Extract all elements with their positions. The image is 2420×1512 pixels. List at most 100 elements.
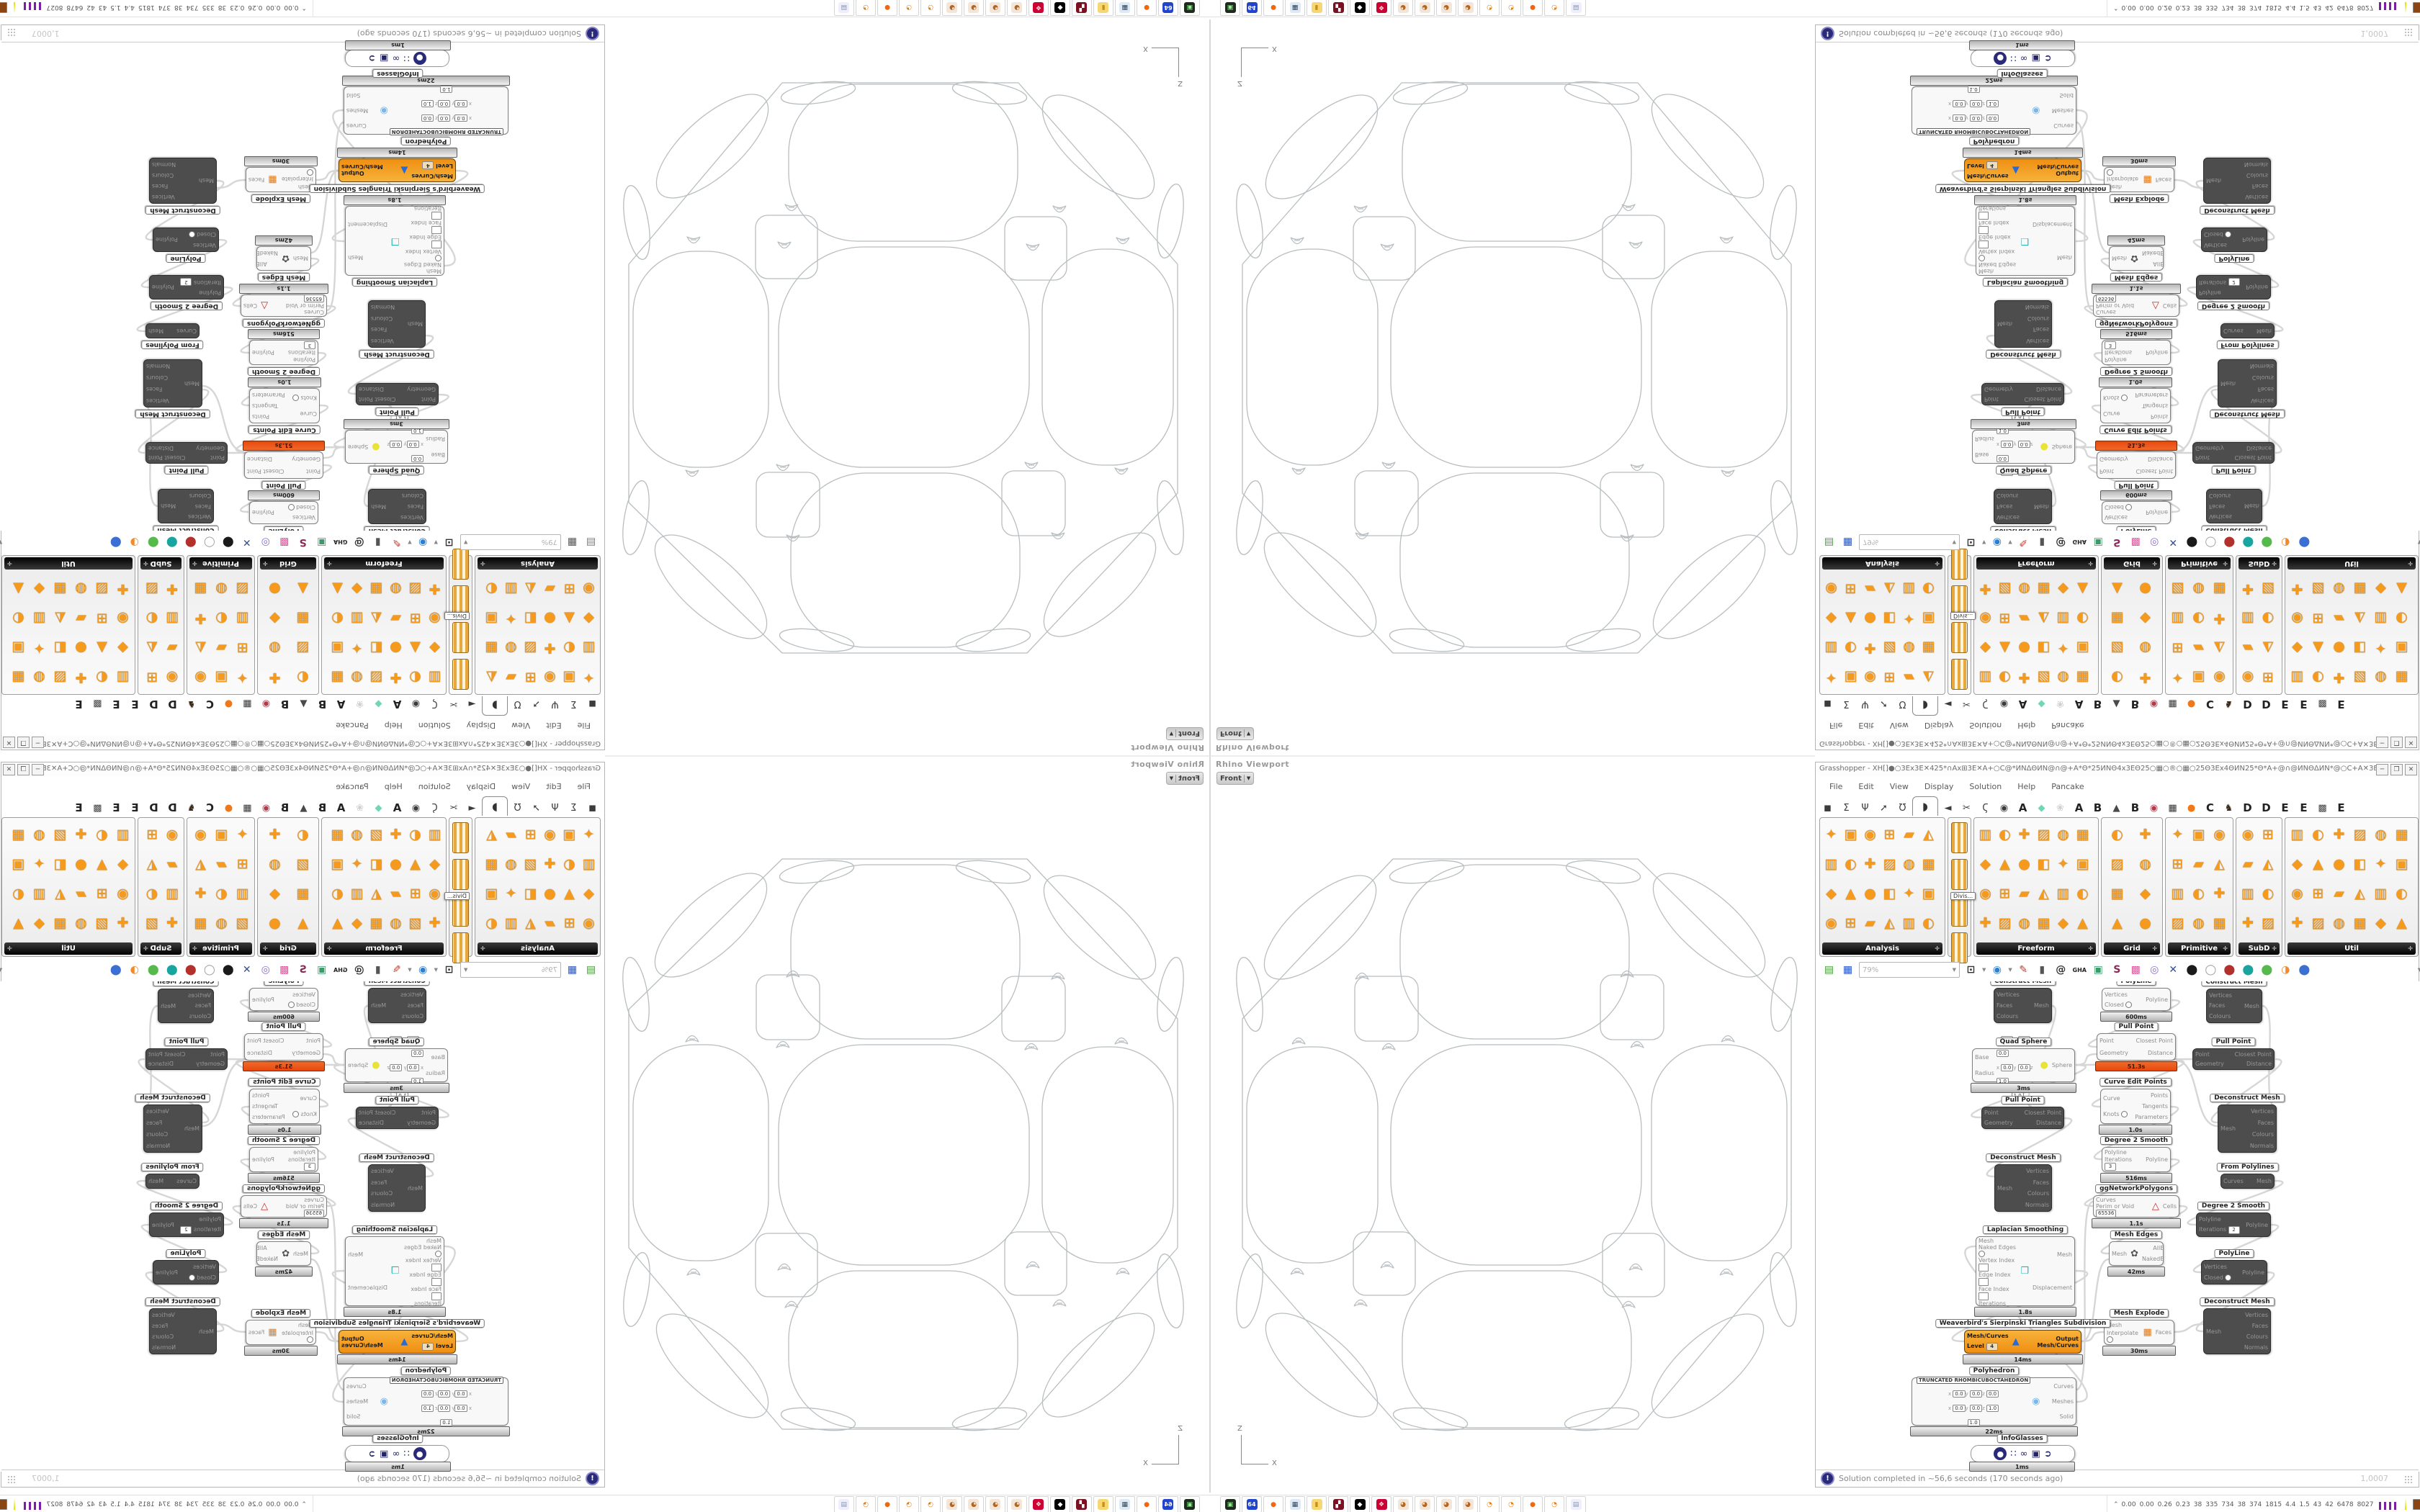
component-icon[interactable]: ▣ [1844, 826, 1857, 842]
taskbar-icon-drive[interactable]: ▣ [1180, 1496, 1200, 1512]
component-icon[interactable]: ✦ [1903, 885, 1915, 901]
ribbon-tab-surface-selected[interactable]: ◗ [482, 696, 508, 716]
gh-node-degree-2-smooth-r[interactable]: Polyline Iterations 2 Polyline [149, 275, 224, 300]
component-icon[interactable]: ◉ [194, 826, 207, 842]
component-icon[interactable]: ◧ [524, 885, 537, 901]
component-icon[interactable]: ● [544, 611, 556, 627]
ribbon-tab-c[interactable]: C [206, 801, 215, 814]
pink-package-icon[interactable]: ▩ [2130, 964, 2141, 976]
gh-node-mesh-explode[interactable]: Mesh Interpolate ▦ Faces [2104, 1320, 2174, 1345]
component-icon[interactable]: ▨ [296, 855, 310, 872]
gh-node-deconstruct-mesh-l[interactable]: Mesh Vertices Faces Colours Normals [368, 1164, 426, 1212]
node-canvas[interactable]: Construct Mesh Vertices Faces Colours Mesh Po… [1816, 981, 2420, 1472]
canvas-zoom-input[interactable]: 79% ▼ [460, 534, 561, 550]
component-icon[interactable]: ◍ [1903, 640, 1915, 657]
gh-node-deconstruct-mesh-r2[interactable]: Mesh Vertices Faces Colours Normals [2203, 158, 2271, 204]
sketch-pen-icon[interactable]: ✎ [392, 536, 401, 548]
component-icon[interactable] [452, 622, 469, 653]
component-icon[interactable]: ▥ [428, 826, 442, 842]
component-icon[interactable]: ◍ [2018, 914, 2030, 931]
component-icon[interactable]: ◍ [2139, 855, 2151, 872]
ink-outline-icon[interactable]: ◯ [203, 964, 215, 976]
component-icon[interactable]: ✚ [1979, 581, 1991, 598]
component-icon[interactable]: ✚ [2291, 914, 2303, 931]
taskbar-icon-notepad[interactable]: ▤ [834, 0, 854, 16]
ink-black-icon[interactable]: ⬤ [222, 964, 234, 976]
component-icon[interactable]: ⊞ [563, 581, 575, 598]
gh-node-curve-edit-points[interactable]: Curve Knots Points Tangents Parameters [249, 388, 320, 423]
component-icon[interactable]: ✚ [2333, 670, 2345, 686]
menu-item-solution[interactable]: Solution [1969, 781, 2002, 791]
component-icon[interactable]: ◐ [2312, 670, 2324, 686]
gh-node-pull-point-r[interactable]: Point Geometry Closest Point Distance [145, 1048, 228, 1070]
component-icon[interactable]: ◐ [1845, 640, 1857, 657]
component-icon[interactable]: ▲ [2077, 914, 2088, 931]
gh-node-pull-point-r[interactable]: Point Geometry Closest Point Distance [2192, 442, 2275, 464]
gh-node-ggnetworkpolygons[interactable]: Curves Perim or Void 65536 △ Cells [2093, 1195, 2179, 1218]
ribbon-tab-◆[interactable]: ◆ [375, 802, 382, 814]
component-icon[interactable]: ◆ [34, 914, 45, 931]
component-icon[interactable]: ● [269, 914, 281, 931]
component-icon[interactable]: ✚ [166, 914, 178, 931]
ribbon-tab-❀[interactable]: ❀ [2056, 802, 2064, 814]
monitor-toggle-icon[interactable]: ⌃ [301, 1501, 307, 1508]
ribbon-tab-sets[interactable]: Ψ [551, 698, 559, 710]
component-icon[interactable]: ◐ [409, 670, 421, 686]
component-icon[interactable]: ◆ [1980, 855, 1991, 872]
ribbon-tab-b[interactable]: B [2130, 801, 2140, 814]
gh-node-polyline-t[interactable]: Vertices Closed Polyline [2102, 988, 2171, 1011]
ribbon-tab-◉[interactable]: ◉ [261, 698, 271, 710]
ink-black-icon[interactable]: ⬤ [2186, 536, 2198, 548]
preview-eye-icon[interactable]: ◉ [1992, 964, 2002, 976]
component-icon[interactable]: ✦ [1903, 611, 1915, 627]
menu-item-solution[interactable]: Solution [1969, 721, 2002, 731]
component-icon[interactable]: ✚ [166, 581, 178, 598]
component-icon[interactable]: ▰ [1904, 826, 1914, 842]
component-icon[interactable]: ◉ [1979, 885, 1991, 901]
ink-black-icon[interactable]: ⬤ [2186, 964, 2198, 976]
pin-orange-icon[interactable]: ◑ [130, 536, 139, 548]
component-icon[interactable]: ◆ [351, 914, 362, 931]
panel-label-subd[interactable]: SubD ✛ [2238, 557, 2280, 570]
gh-node-quad-sphere[interactable]: BaseRadiusx 0.0y 0.0z 0.0x 0.0y 0.0z 1.0… [1972, 1036, 2075, 1099]
component-icon[interactable]: ▦ [2076, 670, 2089, 686]
component-icon[interactable]: ◧ [2037, 640, 2051, 657]
component-icon[interactable]: ● [2139, 581, 2151, 598]
component-icon[interactable]: ⊞ [146, 670, 158, 686]
component-icon[interactable]: ✚ [269, 670, 281, 686]
component-icon[interactable]: ▰ [2193, 640, 2204, 657]
component-icon[interactable]: ◭ [2214, 640, 2225, 657]
component-icon[interactable]: ◧ [53, 855, 67, 872]
component-icon[interactable]: ✦ [351, 855, 363, 872]
gh-node-from-polylines[interactable]: Curves Mesh [2220, 1174, 2275, 1189]
component-icon[interactable]: ◐ [2076, 611, 2089, 627]
gh-node-deconstruct-mesh-l[interactable]: Mesh Vertices Faces Colours Normals [368, 300, 426, 348]
taskbar-icon-palette-3[interactable]: ◕ [964, 0, 984, 16]
component-icon[interactable]: ✚ [2333, 826, 2345, 842]
component-icon[interactable]: ▲ [1999, 855, 2010, 872]
component-icon[interactable]: ◭ [1923, 670, 1934, 686]
component-icon[interactable]: ▥ [2290, 826, 2304, 842]
taskbar-icon-red-card[interactable]: ❖ [1028, 1496, 1049, 1512]
infoglasses-toggle-icon[interactable]: ▣ [380, 1448, 389, 1459]
component-icon[interactable]: ⊞ [524, 670, 537, 686]
taskbar-icon-floppy-64[interactable]: 64 [1158, 0, 1178, 16]
open-file-icon[interactable]: ▤ [586, 964, 596, 976]
ribbon-tab-params[interactable]: ◼ [588, 698, 596, 710]
ribbon-tab-curve[interactable]: Ʊ [514, 802, 521, 814]
gh-node-weaverbird-sierpinski[interactable]: Mesh/Curves Level 4 ▲ Output Mesh/Curves [1964, 1330, 2081, 1354]
component-icon[interactable]: ◆ [2292, 855, 2303, 872]
component-icon[interactable]: ◉ [429, 885, 441, 901]
component-icon[interactable]: ◐ [2312, 826, 2324, 842]
component-icon[interactable]: ▣ [12, 855, 25, 872]
component-icon[interactable]: ◍ [2057, 826, 2069, 842]
ribbon-tab-◆[interactable]: ◆ [2038, 698, 2045, 710]
component-icon[interactable]: ⊞ [563, 914, 575, 931]
component-icon[interactable]: ▰ [216, 855, 227, 872]
component-icon[interactable]: ◉ [166, 826, 179, 842]
component-icon[interactable]: ▦ [296, 885, 310, 901]
gh-node-pull-point-t[interactable]: Point Geometry Closest Point Distance [2097, 451, 2176, 479]
component-icon[interactable]: ⊞ [2312, 885, 2324, 901]
ribbon-tab-a[interactable]: A [336, 801, 346, 814]
infoglasses-toggle-icon[interactable]: ▣ [2031, 1448, 2040, 1459]
